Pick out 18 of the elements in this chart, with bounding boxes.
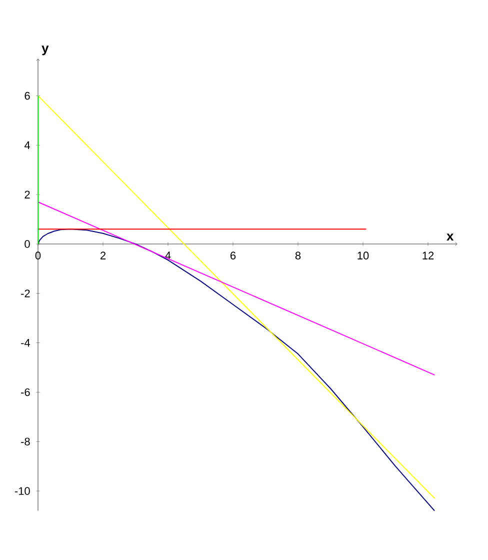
x-axis-title: x xyxy=(446,234,454,240)
y-tick-label: 4 xyxy=(24,141,30,149)
x-tick-label: 4 xyxy=(165,252,171,260)
y-tick-label: 2 xyxy=(24,190,30,198)
y-tick-label: 6 xyxy=(24,92,30,100)
x-tick-label: 0 xyxy=(35,252,41,260)
y-tick-label: -10 xyxy=(14,487,30,495)
x-tick-label: 6 xyxy=(230,252,236,260)
y-tick-label: 0 xyxy=(24,240,30,248)
x-tick-label: 8 xyxy=(295,252,301,260)
y-tick-label: -6 xyxy=(21,388,30,396)
x-tick-label: 2 xyxy=(100,252,106,260)
x-tick-label: 10 xyxy=(358,252,369,260)
x-tick-label: 12 xyxy=(422,252,434,260)
y-tick-label: -4 xyxy=(21,339,30,347)
y-tick-label: -2 xyxy=(21,290,30,298)
y-tick-label: -8 xyxy=(21,438,30,446)
y-axis-title: y xyxy=(42,46,49,56)
